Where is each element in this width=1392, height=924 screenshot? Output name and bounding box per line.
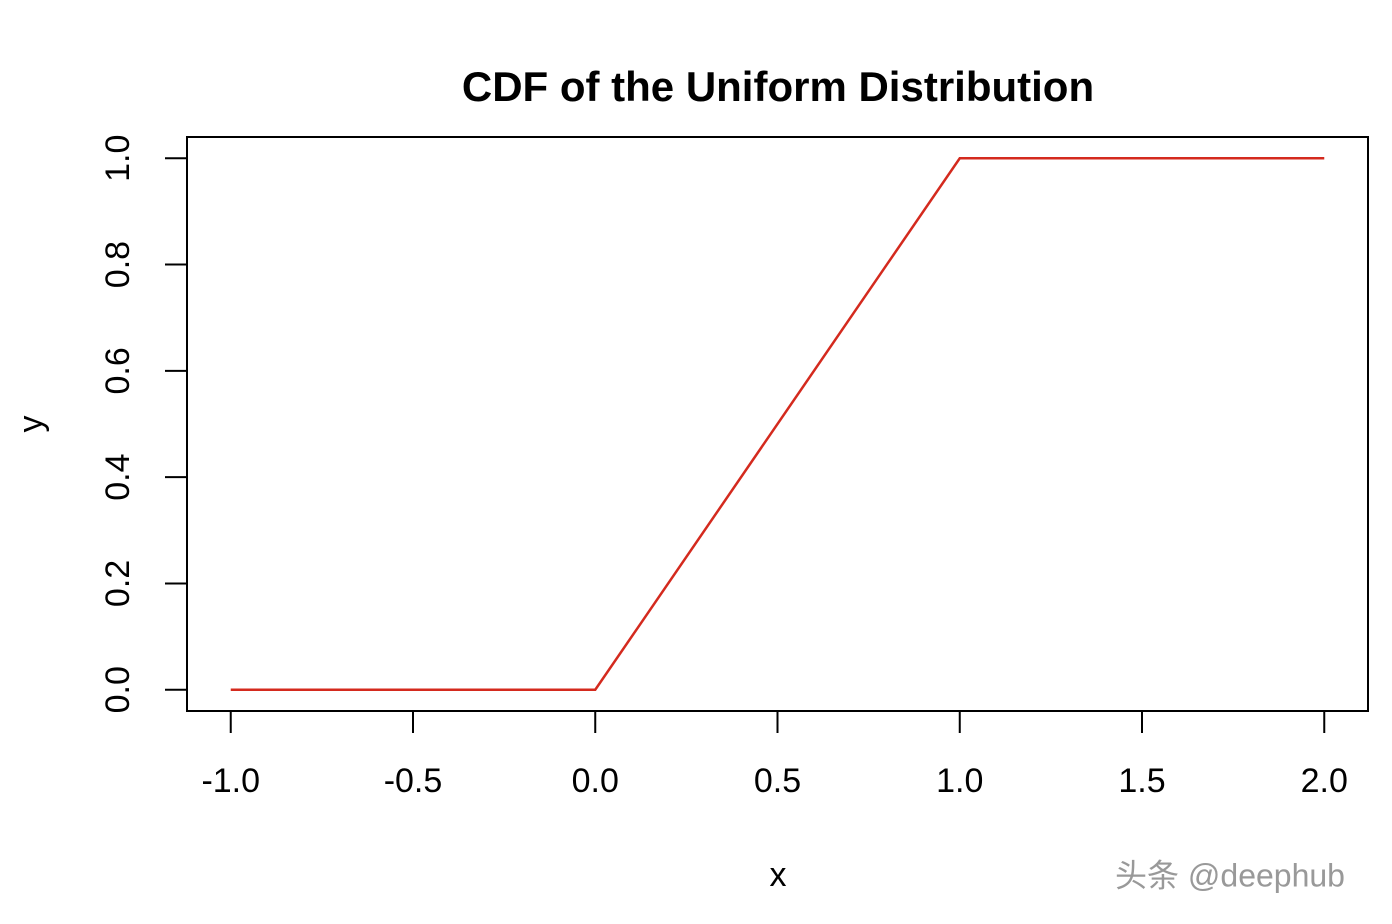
x-tick-label: -1.0 xyxy=(201,762,260,800)
watermark: 头条 @deephub xyxy=(1115,857,1345,893)
x-tick-label: 0.5 xyxy=(754,762,801,800)
chart-title: CDF of the Uniform Distribution xyxy=(462,63,1094,110)
x-tick-label: 1.0 xyxy=(936,762,983,800)
y-tick-label: 0.4 xyxy=(99,454,137,501)
y-tick-label: 0.6 xyxy=(99,347,137,394)
x-tick-label: 1.5 xyxy=(1118,762,1165,800)
x-tick-label: -0.5 xyxy=(384,762,443,800)
y-tick-label: 0.0 xyxy=(99,666,137,713)
y-tick-label: 0.2 xyxy=(99,560,137,607)
x-tick-label: 0.0 xyxy=(572,762,619,800)
y-axis-title: y xyxy=(12,416,50,433)
x-axis-title: x xyxy=(770,856,787,894)
data-line xyxy=(230,157,1325,691)
y-tick-label: 0.8 xyxy=(99,241,137,288)
y-tick-label: 1.0 xyxy=(99,135,137,182)
x-tick-label: 2.0 xyxy=(1301,762,1348,800)
